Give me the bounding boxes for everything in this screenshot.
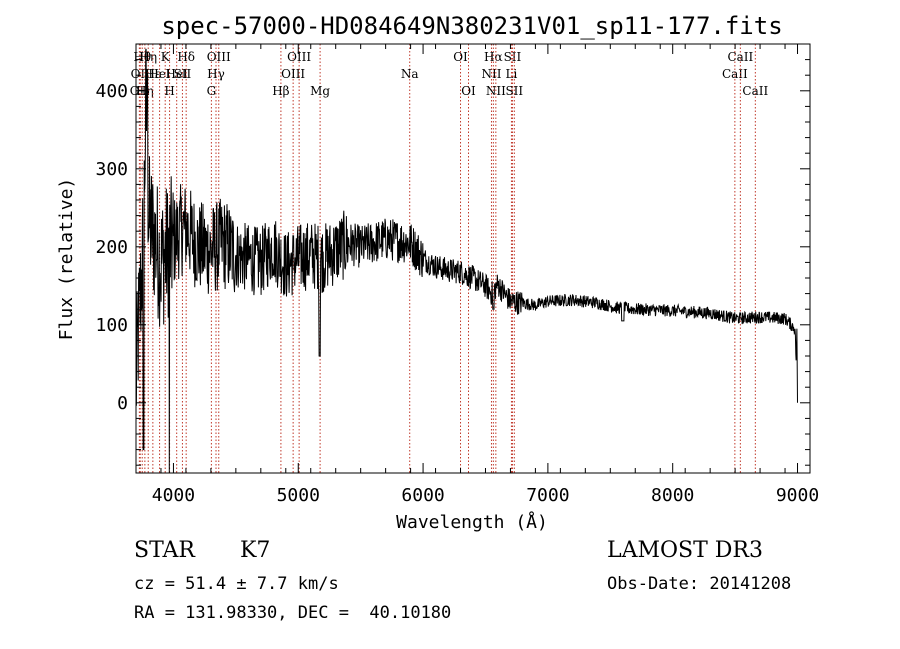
line-marker-label: CaII — [727, 50, 753, 64]
line-marker-label: Hβ — [272, 84, 289, 98]
coords-text: RA = 131.98330, DEC = 40.10180 — [134, 603, 452, 623]
x-tick-label: 8000 — [651, 485, 694, 506]
line-marker-label: HeI — [148, 67, 171, 81]
line-marker-label: Hη — [139, 50, 157, 64]
line-marker-label: Hθ — [133, 50, 151, 64]
line-marker-label: NII — [486, 84, 506, 98]
line-marker-label: OIII — [281, 67, 305, 81]
line-marker-label: G — [207, 84, 217, 98]
y-axis-label: Flux (relative) — [56, 178, 77, 341]
spectrum-layer — [135, 48, 798, 474]
line-marker-label: CaII — [722, 67, 748, 81]
survey-label: LAMOST DR3 — [607, 538, 763, 563]
line-marker-label: K — [161, 50, 171, 64]
y-tick-label: 0 — [117, 393, 128, 414]
line-marker-label: HeI — [166, 67, 189, 81]
line-marker-label: OI — [453, 50, 468, 64]
x-tick-label: 6000 — [401, 485, 444, 506]
x-tick-label: 5000 — [277, 485, 320, 506]
line-marker-label: Na — [401, 67, 419, 81]
object-class: STAR — [134, 538, 195, 563]
line-marker-label: OI — [461, 84, 476, 98]
line-marker-label: Mg — [310, 84, 330, 98]
line-marker-label: NII — [481, 67, 501, 81]
line-marker-label: Hε — [145, 67, 162, 81]
chart-title: spec-57000-HD084649N380231V01_sp11-177.f… — [161, 12, 782, 40]
obs-date-text: Obs-Date: 20141208 — [607, 574, 792, 594]
line-marker-label: Li — [506, 67, 518, 81]
line-markers: OIIOIIHθHηHηHεHeIKHHeISIIHδGHγOIIIHβOIII… — [130, 44, 768, 473]
line-marker-label: Hα — [484, 50, 503, 64]
x-tick-label: 9000 — [776, 485, 819, 506]
y-tick-label: 200 — [95, 237, 128, 258]
line-marker-label: OIII — [287, 50, 311, 64]
line-marker-label: SII — [174, 67, 192, 81]
y-tick-label: 400 — [95, 81, 128, 102]
x-axis-label: Wavelength (Å) — [396, 511, 548, 533]
object-subclass: K7 — [240, 538, 271, 563]
line-marker-label: Hγ — [207, 67, 225, 81]
line-marker-label: CaII — [742, 84, 768, 98]
line-marker-label: Hδ — [177, 50, 195, 64]
line-marker-label: H — [164, 84, 174, 98]
x-tick-label: 4000 — [152, 485, 195, 506]
flux-line — [135, 48, 798, 474]
plot-frame — [135, 43, 811, 474]
y-tick-label: 100 — [95, 315, 128, 336]
redshift-text: cz = 51.4 ± 7.7 km/s — [134, 574, 339, 594]
axes: 4000 5000 6000 7000 8000 9000 0 100 200 300 400 — [95, 43, 819, 506]
x-tick-label: 7000 — [526, 485, 569, 506]
y-tick-label: 300 — [95, 159, 128, 180]
line-marker-label: SII — [504, 50, 522, 64]
line-marker-label: OIII — [207, 50, 231, 64]
line-marker-label: SII — [505, 84, 523, 98]
